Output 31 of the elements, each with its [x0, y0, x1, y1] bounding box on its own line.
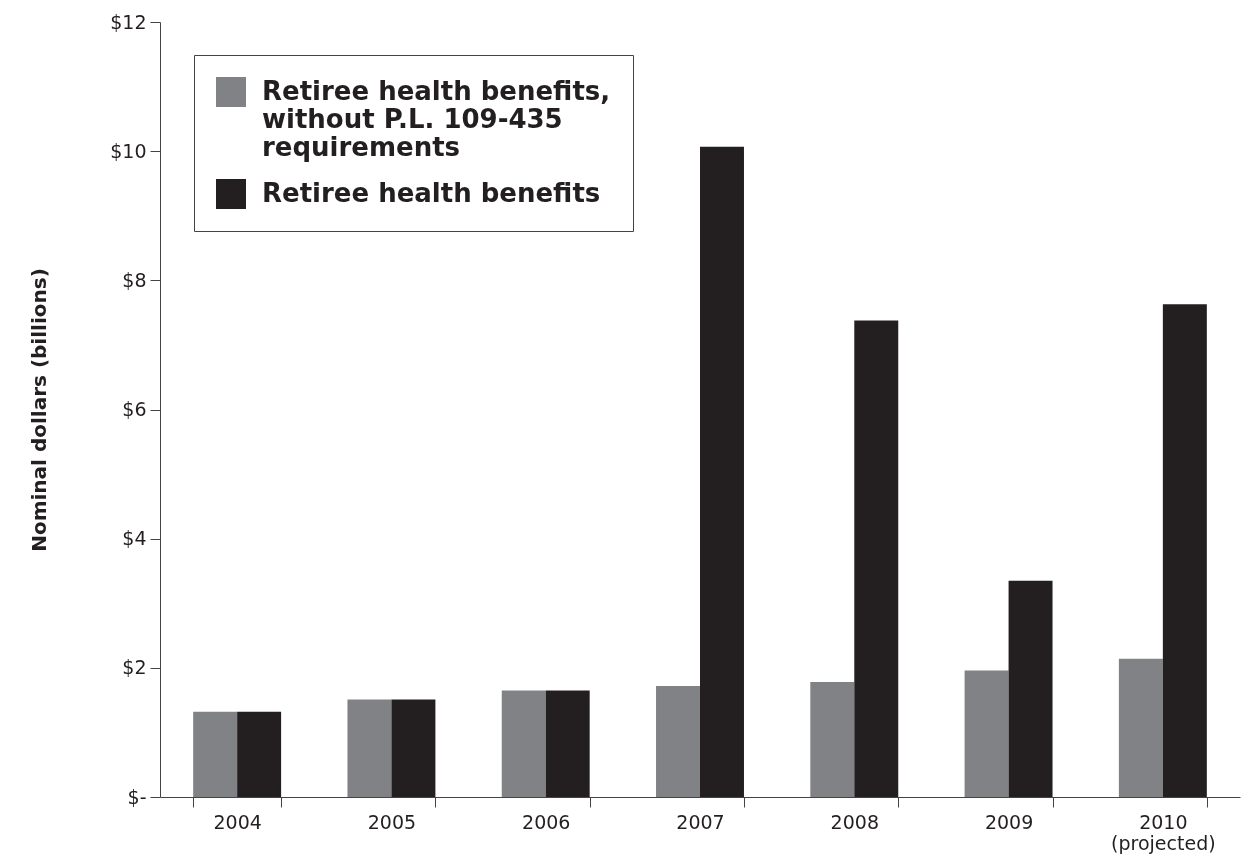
bar	[1162, 304, 1207, 797]
bar	[1118, 658, 1163, 797]
bar	[347, 699, 392, 797]
y-tick-label: $6	[122, 398, 147, 420]
bar	[193, 711, 238, 797]
x-tick-label: 2005	[367, 810, 417, 833]
bar	[964, 670, 1009, 797]
bar	[700, 146, 744, 797]
bar	[391, 699, 436, 797]
y-tick-label: $-	[127, 785, 147, 808]
x-tick-label: 2008	[830, 810, 879, 833]
x-tick-label: 2009	[984, 810, 1034, 833]
x-tick-label: 2007	[676, 810, 725, 833]
x-tick-label: 2004	[213, 810, 262, 833]
y-tick-label: $10	[110, 139, 147, 162]
bar	[1008, 580, 1053, 797]
legend-label: Retiree health benefits	[262, 178, 601, 208]
y-tick-label: $8	[122, 268, 147, 291]
legend-label: Retiree health benefits, without P.L. 109-435 requirements	[262, 76, 611, 162]
bar	[237, 711, 282, 797]
y-tick-label: $12	[110, 10, 147, 33]
x-tick-label: 2006	[522, 810, 571, 833]
bar	[545, 690, 590, 797]
bar	[854, 320, 899, 797]
y-tick-label: $4	[122, 527, 147, 550]
y-axis-title: Nominal dollars (billions)	[27, 268, 52, 552]
x-tick-label: 2010 (projected)	[1111, 810, 1216, 854]
y-tick-label: $2	[122, 656, 147, 679]
bar	[810, 682, 855, 797]
bar	[656, 685, 700, 797]
bar	[501, 690, 546, 797]
